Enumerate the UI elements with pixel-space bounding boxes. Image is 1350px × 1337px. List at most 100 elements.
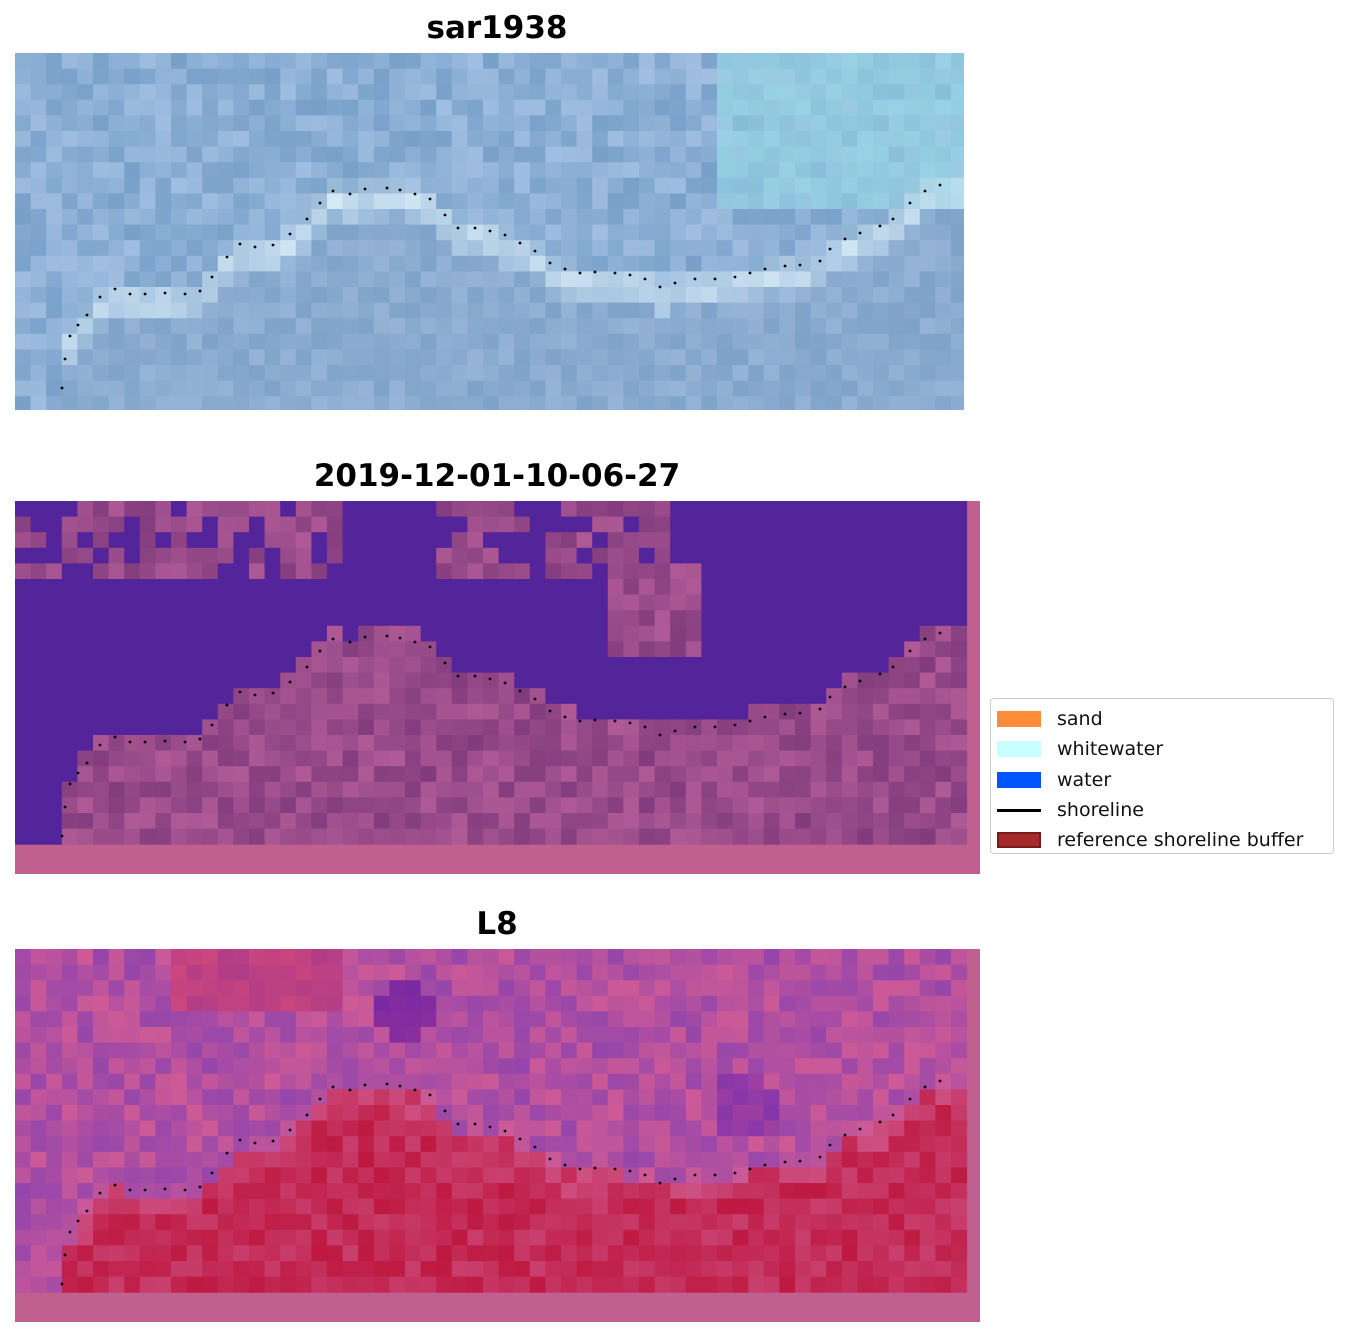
pixel — [295, 162, 312, 179]
pixel — [108, 547, 125, 564]
pixel — [732, 271, 749, 288]
pixel — [795, 703, 812, 720]
pixel — [576, 1058, 593, 1075]
pixel — [389, 1042, 406, 1059]
pixel — [529, 964, 546, 981]
pixel — [202, 349, 219, 366]
pixel — [888, 209, 905, 226]
shoreline-point — [503, 681, 507, 685]
pixel — [358, 797, 375, 814]
pixel — [467, 719, 484, 736]
pixel — [280, 532, 297, 549]
pixel — [717, 365, 734, 382]
pixel — [623, 719, 640, 736]
pixel — [420, 1198, 437, 1215]
pixel — [514, 949, 531, 966]
pixel — [233, 1011, 250, 1028]
pixel — [826, 1105, 843, 1122]
pixel — [139, 146, 156, 163]
pixel — [654, 750, 671, 767]
pixel — [311, 318, 328, 335]
pixel — [717, 1011, 734, 1028]
pixel — [888, 625, 905, 642]
pixel — [61, 1136, 78, 1153]
pixel — [810, 980, 827, 997]
pixel — [810, 349, 827, 366]
pixel — [904, 1042, 921, 1059]
pixel — [639, 1042, 656, 1059]
pixel — [483, 610, 500, 627]
pixel — [93, 1089, 110, 1106]
pixel — [607, 396, 624, 410]
pixel — [670, 365, 687, 382]
pixel — [545, 1167, 562, 1184]
pixel — [607, 333, 624, 350]
shoreline-dots — [60, 631, 942, 838]
pixel — [795, 501, 812, 518]
pixel — [358, 1229, 375, 1246]
pixel — [124, 240, 141, 257]
pixel — [935, 1105, 952, 1122]
pixel — [327, 594, 344, 611]
pixel — [779, 1183, 796, 1200]
pixel — [93, 949, 110, 966]
shoreline-point — [271, 243, 275, 247]
pixel — [576, 719, 593, 736]
pixel — [233, 735, 250, 752]
pixel — [763, 1151, 780, 1168]
pixel — [654, 333, 671, 350]
pixel — [108, 532, 125, 549]
pixel — [186, 1105, 203, 1122]
pixel — [561, 1183, 578, 1200]
pixel — [202, 625, 219, 642]
pixel — [514, 271, 531, 288]
pixel — [139, 209, 156, 226]
pixel — [514, 396, 531, 410]
pixel — [451, 625, 468, 642]
pixel — [483, 532, 500, 549]
pixel — [327, 1058, 344, 1075]
pixel — [951, 271, 964, 288]
pixel — [61, 797, 78, 814]
pixel — [873, 766, 890, 783]
pixel — [202, 766, 219, 783]
pixel — [373, 641, 390, 658]
pixel — [919, 99, 936, 116]
pixel — [857, 380, 874, 397]
pixel — [904, 380, 921, 397]
pixel — [93, 657, 110, 674]
pixel — [904, 318, 921, 335]
pixel — [217, 224, 234, 241]
pixel — [295, 115, 312, 132]
pixel — [561, 193, 578, 210]
pixel — [217, 1245, 234, 1262]
pixel — [810, 594, 827, 611]
pixel — [233, 797, 250, 814]
pixel — [46, 781, 63, 798]
pixel — [529, 1073, 546, 1090]
pixel — [826, 797, 843, 814]
pixel — [171, 1183, 188, 1200]
pixel — [561, 1089, 578, 1106]
pixel — [77, 579, 94, 596]
pixel — [529, 516, 546, 533]
pixel — [841, 1136, 858, 1153]
pixel — [30, 162, 47, 179]
pixel — [498, 1167, 515, 1184]
pixel — [202, 949, 219, 966]
pixel — [30, 318, 47, 335]
pixel — [919, 1042, 936, 1059]
pixel — [139, 365, 156, 382]
pixel — [373, 1058, 390, 1075]
pixel — [139, 781, 156, 798]
pixel — [311, 396, 328, 410]
pixel — [61, 688, 78, 705]
pixel — [15, 797, 32, 814]
pixel — [373, 797, 390, 814]
pixel — [841, 1089, 858, 1106]
pixel — [451, 193, 468, 210]
pixel — [623, 1245, 640, 1262]
pixel — [623, 209, 640, 226]
pixel — [124, 516, 141, 533]
pixel — [748, 547, 765, 564]
